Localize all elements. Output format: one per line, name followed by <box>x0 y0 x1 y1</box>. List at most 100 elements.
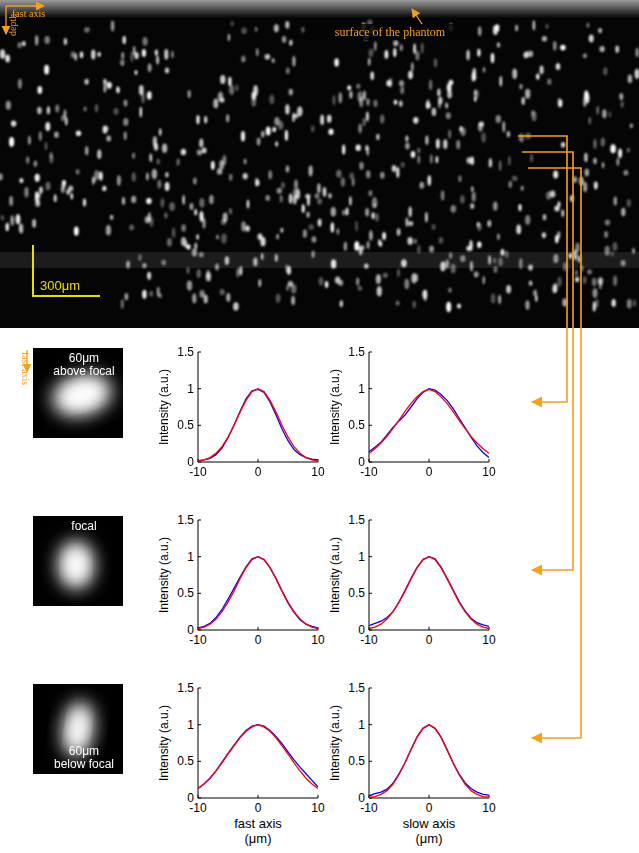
speckle <box>325 281 328 288</box>
speckle <box>1 215 5 221</box>
speckle <box>575 270 578 276</box>
speckle <box>142 263 147 268</box>
speckle <box>472 192 476 202</box>
speckle <box>162 143 167 153</box>
speckle <box>602 109 606 118</box>
psf-core <box>70 716 87 743</box>
speckle <box>621 260 626 266</box>
speckle <box>16 214 21 224</box>
speckle <box>54 132 59 139</box>
speckle <box>356 145 361 152</box>
psf-label-line: above focal <box>53 364 114 378</box>
speckle <box>255 178 259 187</box>
speckle <box>142 49 146 57</box>
speckle <box>309 166 313 177</box>
speckle <box>356 84 360 89</box>
speckle <box>458 176 461 182</box>
speckle <box>331 207 336 216</box>
speckle <box>421 42 424 53</box>
speckle <box>399 80 404 86</box>
speckle <box>181 149 186 156</box>
speckle <box>241 131 245 142</box>
y-tick <box>369 593 372 594</box>
speckle <box>239 267 242 276</box>
speckle <box>281 182 285 188</box>
speckle <box>55 105 59 113</box>
y-tick-label: 0.5 <box>177 586 194 600</box>
speckle <box>37 86 42 94</box>
speckle <box>261 253 263 260</box>
speckle <box>285 21 289 29</box>
speckle <box>152 169 157 180</box>
y-tick-label: 1 <box>187 550 194 564</box>
y-tick-label: 1.5 <box>348 513 365 527</box>
speckle <box>562 210 565 217</box>
speckle <box>162 260 166 266</box>
speckle <box>187 267 190 274</box>
speckle <box>303 229 307 238</box>
speckle <box>74 227 79 236</box>
y-axis-title: Intensity (a.u.) <box>328 705 342 781</box>
speckle <box>636 48 639 57</box>
speckle <box>505 251 508 258</box>
speckle <box>613 242 618 251</box>
speckle <box>192 248 197 256</box>
speckle <box>315 193 320 198</box>
speckle <box>327 115 332 123</box>
y-tick-label: 0.5 <box>348 418 365 432</box>
speckle <box>318 219 322 227</box>
speckle <box>525 89 530 99</box>
series-line <box>369 389 489 458</box>
speckle <box>261 131 264 138</box>
speckle <box>216 234 219 239</box>
speckle <box>411 62 413 71</box>
speckle <box>619 93 623 100</box>
speckle <box>228 77 231 87</box>
speckle <box>382 232 386 240</box>
psf-label-line: 60μm <box>69 744 99 758</box>
speckle <box>255 27 258 32</box>
speckle <box>220 75 225 84</box>
speckle <box>585 169 589 177</box>
speckle <box>131 196 136 203</box>
x-tick-label: 10 <box>311 465 325 479</box>
speckle <box>317 198 322 204</box>
speckle <box>396 167 399 178</box>
speckle <box>289 40 292 46</box>
speckle <box>124 100 128 107</box>
speckle <box>71 193 74 200</box>
y-tick-label: 1 <box>187 382 194 396</box>
speckle <box>231 21 234 26</box>
speckle <box>251 99 256 107</box>
speckle <box>45 142 48 150</box>
psf-background <box>33 348 123 438</box>
y-axis <box>198 352 199 462</box>
x-tick-label: 0 <box>255 633 262 647</box>
speckle <box>134 70 137 75</box>
speckle <box>131 52 134 62</box>
speckle <box>470 261 473 271</box>
speckle <box>483 276 485 284</box>
chart: 00.511.5-10010Intensity (a.u.) <box>328 513 496 647</box>
speckle <box>66 189 70 195</box>
speckle <box>289 194 293 204</box>
speckle <box>99 172 103 181</box>
x-tick <box>429 795 430 798</box>
speckle <box>474 90 479 99</box>
plot-lines <box>369 725 489 798</box>
speckle <box>609 111 611 117</box>
speckle <box>349 91 352 99</box>
speckle <box>22 41 26 46</box>
speckle <box>278 121 283 130</box>
speckle <box>364 263 369 268</box>
speckle <box>199 252 204 257</box>
plot-lines <box>198 557 318 629</box>
speckle <box>432 108 437 116</box>
speckle <box>331 259 336 268</box>
speckle <box>366 111 369 121</box>
speckle <box>467 157 472 164</box>
speckle <box>376 274 381 284</box>
speckle <box>124 131 127 140</box>
speckle <box>595 299 598 308</box>
depth-band <box>0 252 639 268</box>
